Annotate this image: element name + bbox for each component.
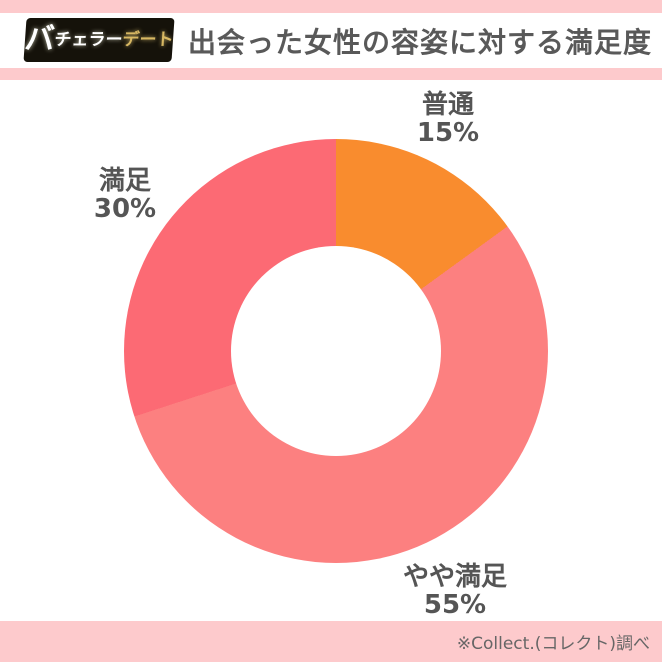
slice-label-futsu: 普通 15% bbox=[348, 91, 548, 147]
header-accent-bar bbox=[0, 68, 662, 80]
slice-label-pct: 15% bbox=[416, 118, 480, 148]
slice-label-yaya: やや満足 55% bbox=[355, 563, 555, 619]
top-accent-bar bbox=[0, 0, 662, 13]
slice-label-pct: 55% bbox=[423, 590, 487, 620]
logo-text-main: バ bbox=[23, 22, 56, 57]
logo-text-sub: チェラー bbox=[53, 29, 124, 50]
slice-label-text: 満足 bbox=[98, 166, 151, 196]
slice-label-manzoku: 満足 30% bbox=[25, 167, 225, 223]
footer-bar: ※Collect.(コレクト)調べ bbox=[0, 621, 662, 662]
donut-ring bbox=[124, 139, 548, 563]
page-title: 出会った女性の容姿に対する満足度 bbox=[188, 25, 653, 59]
donut-chart: 普通 15% 満足 30% やや満足 55% bbox=[0, 80, 662, 621]
bachelor-date-logo: バチェラー デート bbox=[23, 18, 175, 62]
slice-label-text: やや満足 bbox=[402, 562, 507, 592]
header: バチェラー デート 出会った女性の容姿に対する満足度 bbox=[0, 13, 662, 68]
source-note: ※Collect.(コレクト)調べ bbox=[456, 634, 650, 654]
slice-label-text: 普通 bbox=[421, 90, 474, 120]
donut-hole bbox=[231, 246, 441, 456]
slice-label-pct: 30% bbox=[93, 194, 157, 224]
logo-text-accent: デート bbox=[121, 29, 175, 50]
